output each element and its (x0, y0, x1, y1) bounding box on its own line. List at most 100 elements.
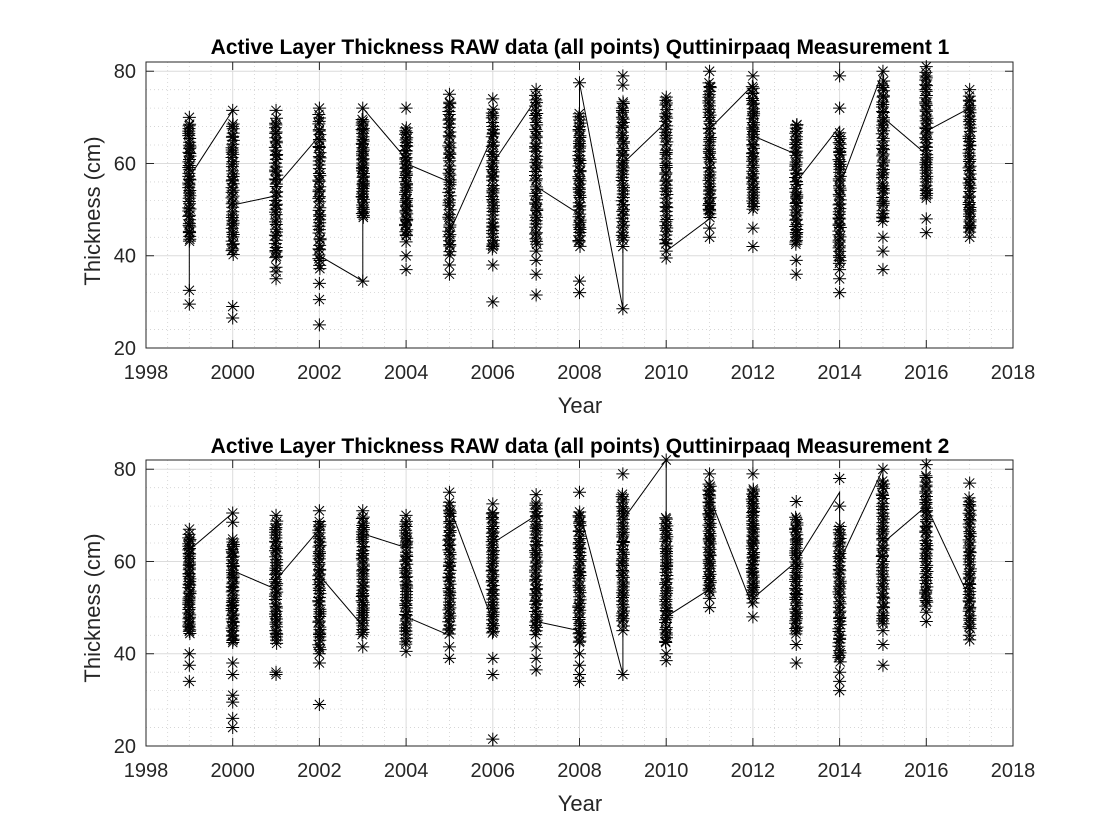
data-point (399, 618, 413, 632)
data-point (616, 467, 630, 481)
data-point (530, 202, 544, 216)
data-point (963, 213, 977, 227)
data-point (312, 594, 326, 608)
data-point (398, 561, 412, 575)
data-point (875, 190, 889, 204)
data-point (833, 69, 847, 83)
data-point (226, 133, 240, 147)
data-point (226, 695, 240, 709)
data-point (833, 101, 847, 115)
data-point (182, 110, 196, 124)
data-point (530, 607, 544, 621)
data-point (226, 311, 240, 325)
data-point (703, 601, 717, 615)
data-point (703, 221, 717, 235)
data-point (442, 224, 456, 238)
data-point (486, 668, 500, 681)
data-point (789, 596, 803, 610)
data-point (789, 624, 803, 638)
y-tick-label: 40 (114, 246, 136, 268)
year-2001-points (268, 508, 284, 681)
data-point (747, 125, 761, 139)
data-point (659, 654, 673, 668)
data-point (486, 516, 500, 530)
data-point (356, 167, 370, 181)
data-point (919, 60, 933, 74)
data-point (919, 493, 933, 507)
data-point (833, 628, 847, 642)
data-point (919, 469, 933, 483)
data-point (312, 318, 326, 332)
data-point (876, 263, 890, 277)
data-point (356, 121, 370, 135)
data-point (572, 159, 586, 173)
data-point (486, 651, 500, 665)
data-point (919, 573, 933, 587)
y-axis-label: Thickness (cm) (80, 533, 105, 682)
data-point (660, 188, 674, 202)
data-point (790, 188, 804, 202)
data-point (833, 193, 847, 207)
data-point (399, 235, 413, 249)
data-point (442, 166, 456, 180)
data-point (833, 665, 847, 679)
data-point (442, 139, 456, 153)
data-point (269, 272, 283, 286)
axis-ticks: 1998 2000 2002 2004 2006 2008 2010 2012 2014 2016… (114, 61, 1036, 384)
data-point (268, 237, 282, 251)
data-point (572, 233, 586, 247)
y-tick-label: 40 (114, 644, 136, 666)
x-tick-label: 2014 (817, 362, 862, 384)
data-point (920, 558, 934, 572)
data-point (183, 608, 197, 622)
data-point (660, 103, 674, 117)
data-point (920, 182, 934, 196)
data-point (702, 507, 716, 521)
data-point (399, 121, 413, 135)
data-point (487, 544, 500, 558)
data-point (660, 111, 674, 125)
data-point (876, 194, 890, 208)
data-point (962, 109, 976, 123)
x-tick-label: 2012 (731, 362, 776, 384)
y-axis-label: Thickness (cm) (80, 136, 105, 285)
data-point (269, 125, 283, 139)
data-point (875, 487, 889, 501)
data-point (442, 185, 456, 199)
data-point (659, 647, 673, 661)
data-point (486, 233, 500, 247)
data-point (573, 286, 586, 300)
data-point (269, 160, 283, 174)
data-point (529, 597, 543, 611)
data-point (963, 562, 977, 576)
data-point (877, 124, 891, 138)
data-point (269, 103, 283, 117)
data-point (876, 586, 890, 600)
data-point (877, 477, 891, 491)
data-point (833, 655, 847, 669)
data-point (269, 665, 283, 679)
year-2016-points (919, 458, 934, 628)
data-point (183, 572, 197, 586)
data-point (703, 99, 717, 113)
data-point (573, 658, 586, 672)
data-point (270, 249, 284, 263)
data-point (269, 116, 283, 130)
x-tick-label: 2016 (904, 362, 949, 384)
data-point (399, 263, 413, 277)
data-point (573, 668, 586, 681)
data-point (702, 495, 716, 509)
data-point (659, 623, 673, 637)
axis-ticks: 1998 2000 2002 2004 2006 2008 2010 2012 2014 2016… (114, 459, 1036, 782)
data-point (659, 107, 673, 121)
data-point (746, 610, 760, 624)
data-point (615, 194, 629, 208)
data-point (703, 467, 717, 481)
x-tick-label: 2010 (644, 362, 689, 384)
data-point (529, 496, 543, 510)
data-point (876, 624, 890, 638)
data-point (270, 111, 284, 125)
data-point (789, 638, 803, 652)
data-point (399, 124, 413, 138)
data-point (616, 493, 630, 507)
